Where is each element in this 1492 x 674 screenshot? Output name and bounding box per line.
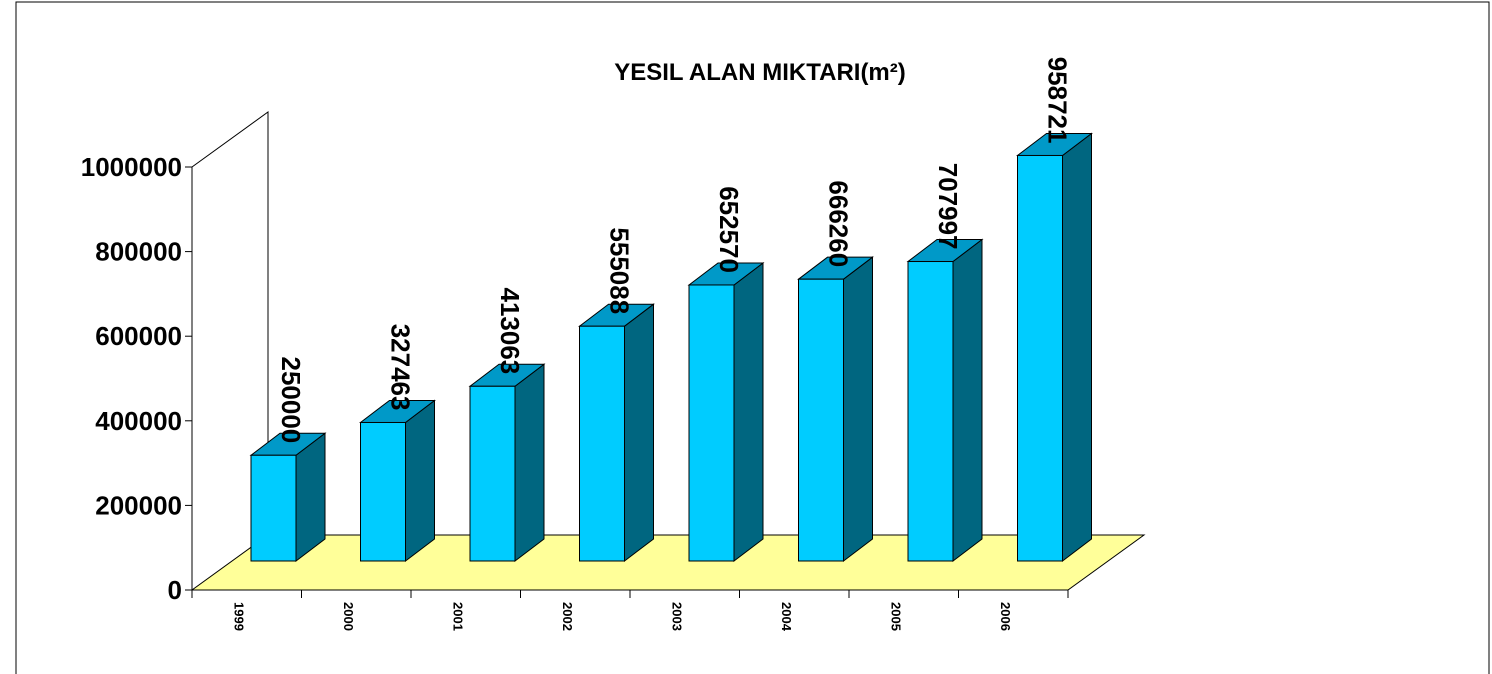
bar <box>469 385 516 562</box>
x-tick-label: 2001 <box>450 602 465 631</box>
bar <box>579 325 625 562</box>
y-tick-label: 0 <box>168 575 182 605</box>
y-tick-label: 400000 <box>95 406 182 436</box>
bar-side <box>624 303 654 563</box>
bar-side <box>405 399 435 563</box>
bar-side <box>1062 132 1092 563</box>
y-tick-label: 200000 <box>95 490 182 520</box>
bar <box>688 284 735 562</box>
y-tick-label: 600000 <box>95 321 182 351</box>
chart-title: YESIL ALAN MIKTARI(m²) <box>614 59 906 86</box>
value-label: 707997 <box>933 163 963 250</box>
value-label: 555088 <box>605 227 635 314</box>
x-tick-label: 2003 <box>669 602 684 631</box>
bar-side <box>843 256 873 563</box>
y-tick-label: 800000 <box>95 237 182 267</box>
bar <box>360 421 406 562</box>
bar <box>1017 154 1063 562</box>
value-label: 958721 <box>1043 57 1073 144</box>
bar <box>798 278 844 562</box>
x-tick-label: 2005 <box>888 602 903 631</box>
x-tick-label: 2006 <box>998 602 1013 631</box>
x-tick-label: 2002 <box>560 602 575 631</box>
value-label: 652570 <box>714 186 744 273</box>
x-tick-label: 2004 <box>779 602 794 632</box>
bar-side <box>733 261 764 563</box>
bar <box>250 454 297 562</box>
floor <box>190 534 1146 591</box>
bar <box>907 261 954 562</box>
y-tick-label: 1000000 <box>81 152 182 182</box>
bar-side <box>952 238 983 563</box>
bar-side <box>514 363 545 563</box>
x-tick-label: 2000 <box>341 602 356 631</box>
x-tick-label: 1999 <box>231 602 246 631</box>
value-label: 250000 <box>276 356 306 443</box>
value-label: 666260 <box>824 180 854 267</box>
value-label: 413063 <box>495 288 525 375</box>
value-label: 327463 <box>386 324 416 411</box>
